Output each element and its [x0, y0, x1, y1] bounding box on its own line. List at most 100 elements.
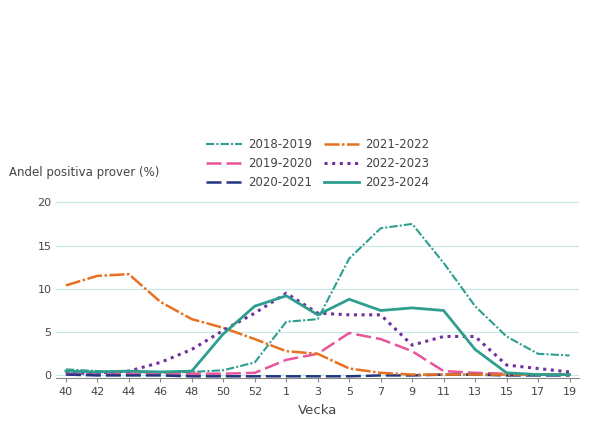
- 2020-2021: [188, 374, 195, 379]
- 2019-2020: [314, 351, 321, 356]
- Line: 2023-2024: 2023-2024: [66, 296, 570, 375]
- 2018-2019: [62, 367, 69, 372]
- 2018-2019: [94, 368, 101, 374]
- 2022-2023: [188, 347, 195, 352]
- 2020-2021: [314, 374, 321, 379]
- 2021-2022: [566, 372, 573, 377]
- 2022-2023: [377, 312, 384, 318]
- 2019-2020: [472, 370, 479, 375]
- 2021-2022: [251, 337, 258, 342]
- 2022-2023: [346, 312, 353, 318]
- 2021-2022: [503, 372, 510, 377]
- 2018-2019: [157, 370, 164, 375]
- Text: Andel positiva prover (%): Andel positiva prover (%): [10, 166, 160, 179]
- 2021-2022: [283, 349, 290, 354]
- 2018-2019: [503, 334, 510, 339]
- 2022-2023: [94, 370, 101, 375]
- 2019-2020: [125, 371, 132, 376]
- 2020-2021: [346, 374, 353, 379]
- 2018-2019: [314, 317, 321, 322]
- 2019-2020: [283, 357, 290, 362]
- 2020-2021: [220, 374, 227, 379]
- 2021-2022: [220, 325, 227, 330]
- 2020-2021: [535, 373, 542, 378]
- 2022-2023: [314, 311, 321, 316]
- 2018-2019: [472, 304, 479, 309]
- 2023-2024: [157, 369, 164, 375]
- 2019-2020: [503, 371, 510, 376]
- 2019-2020: [566, 372, 573, 377]
- 2021-2022: [62, 283, 69, 288]
- 2021-2022: [440, 372, 447, 377]
- 2018-2019: [535, 351, 542, 356]
- 2020-2021: [409, 373, 416, 378]
- 2021-2022: [472, 372, 479, 377]
- 2021-2022: [157, 299, 164, 305]
- 2022-2023: [62, 371, 69, 376]
- 2022-2023: [503, 362, 510, 368]
- 2023-2024: [377, 308, 384, 313]
- Line: 2020-2021: 2020-2021: [66, 375, 570, 376]
- 2019-2020: [377, 337, 384, 342]
- 2023-2024: [188, 368, 195, 374]
- 2020-2021: [440, 372, 447, 377]
- 2022-2023: [472, 334, 479, 339]
- 2023-2024: [535, 372, 542, 377]
- 2020-2021: [251, 374, 258, 379]
- 2022-2023: [283, 291, 290, 296]
- 2021-2022: [409, 372, 416, 377]
- 2018-2019: [125, 369, 132, 375]
- 2018-2019: [409, 221, 416, 226]
- 2021-2022: [535, 372, 542, 377]
- 2021-2022: [377, 370, 384, 375]
- 2019-2020: [440, 368, 447, 374]
- 2018-2019: [251, 360, 258, 365]
- 2018-2019: [188, 369, 195, 375]
- 2023-2024: [346, 297, 353, 302]
- 2019-2020: [94, 371, 101, 376]
- 2022-2023: [440, 334, 447, 339]
- 2023-2024: [251, 304, 258, 309]
- Legend: 2018-2019, 2019-2020, 2020-2021, 2021-2022, 2022-2023, 2023-2024: 2018-2019, 2019-2020, 2020-2021, 2021-20…: [202, 133, 434, 194]
- 2023-2024: [220, 331, 227, 337]
- 2020-2021: [472, 372, 479, 377]
- 2020-2021: [125, 373, 132, 378]
- Line: 2021-2022: 2021-2022: [66, 274, 570, 375]
- Line: 2018-2019: 2018-2019: [66, 224, 570, 373]
- 2023-2024: [566, 372, 573, 377]
- 2020-2021: [94, 373, 101, 378]
- 2023-2024: [283, 293, 290, 299]
- 2022-2023: [220, 328, 227, 333]
- 2019-2020: [409, 349, 416, 354]
- Line: 2022-2023: 2022-2023: [66, 293, 570, 374]
- 2021-2022: [314, 351, 321, 356]
- 2018-2019: [566, 353, 573, 358]
- 2019-2020: [535, 372, 542, 377]
- 2018-2019: [346, 256, 353, 261]
- 2020-2021: [566, 373, 573, 378]
- 2023-2024: [62, 368, 69, 374]
- 2019-2020: [188, 371, 195, 376]
- 2018-2019: [377, 226, 384, 231]
- 2021-2022: [346, 366, 353, 371]
- 2018-2019: [220, 368, 227, 373]
- 2021-2022: [125, 272, 132, 277]
- Line: 2019-2020: 2019-2020: [66, 333, 570, 375]
- 2022-2023: [535, 366, 542, 371]
- 2023-2024: [472, 347, 479, 352]
- 2022-2023: [566, 369, 573, 375]
- 2019-2020: [62, 371, 69, 376]
- 2019-2020: [346, 330, 353, 336]
- 2020-2021: [377, 373, 384, 378]
- 2018-2019: [283, 319, 290, 324]
- 2023-2024: [503, 370, 510, 375]
- 2021-2022: [188, 317, 195, 322]
- 2023-2024: [440, 308, 447, 313]
- 2019-2020: [220, 371, 227, 376]
- 2020-2021: [157, 373, 164, 378]
- 2020-2021: [62, 372, 69, 377]
- 2022-2023: [125, 368, 132, 374]
- 2020-2021: [503, 373, 510, 378]
- 2023-2024: [94, 369, 101, 375]
- 2018-2019: [440, 260, 447, 266]
